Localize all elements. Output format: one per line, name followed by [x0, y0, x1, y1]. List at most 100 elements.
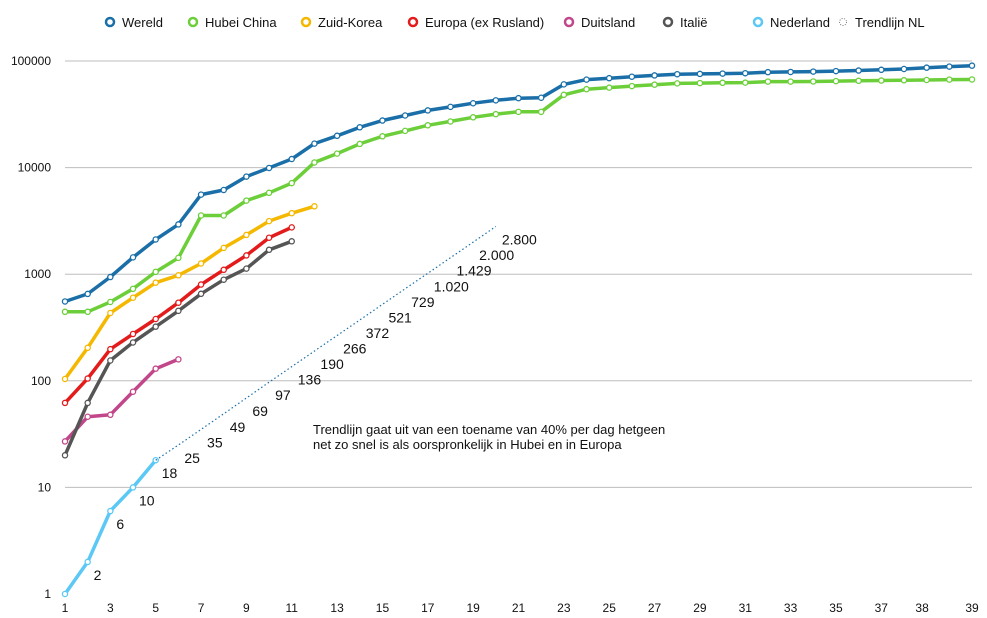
data-point — [447, 118, 454, 125]
data-point — [243, 173, 250, 180]
data-point — [152, 315, 159, 323]
data-point — [197, 191, 205, 198]
data-point — [401, 112, 409, 119]
legend-label: Hubei China — [205, 15, 277, 30]
data-label: 25 — [184, 450, 200, 466]
x-tick-label: 39 — [965, 601, 979, 615]
data-point — [764, 78, 772, 85]
data-point — [152, 323, 159, 330]
legend-marker — [104, 16, 116, 28]
data-label: 190 — [320, 356, 344, 372]
data-point — [900, 65, 908, 73]
data-label: 372 — [366, 325, 390, 341]
data-label: 1.429 — [456, 263, 491, 279]
data-point — [673, 70, 681, 78]
data-point — [84, 290, 91, 298]
data-point — [61, 590, 69, 598]
data-point — [61, 452, 69, 459]
data-point — [288, 238, 295, 245]
y-tick-label: 1 — [44, 587, 51, 601]
data-point — [696, 70, 704, 78]
legend-label: Duitsland — [581, 15, 635, 30]
trend-annotation: Trendlijn gaat uit van een toename van 4… — [313, 422, 665, 452]
data-point — [197, 290, 205, 298]
data-point — [878, 66, 885, 74]
data-point — [764, 68, 772, 76]
data-point — [787, 68, 794, 76]
data-point — [424, 107, 432, 114]
data-label: 49 — [230, 419, 246, 435]
data-point — [968, 62, 976, 69]
series-line-nederland — [63, 459, 158, 596]
data-point — [107, 507, 114, 515]
y-axis-ticks: 1 10 100 1000 10000 100000 — [11, 54, 51, 601]
x-tick-label: 17 — [421, 601, 435, 615]
data-label: 729 — [411, 294, 435, 310]
data-label: 136 — [298, 372, 322, 388]
series-line-duitsland — [63, 357, 180, 443]
data-point — [651, 72, 658, 79]
data-point — [946, 76, 953, 83]
legend-label: Nederland — [770, 15, 830, 30]
data-labels: 2 6 10 18 25 35 49 69 97 1361902663725217291.0201… — [94, 232, 537, 583]
data-point — [61, 298, 69, 305]
data-point — [61, 308, 69, 316]
data-point — [878, 77, 885, 84]
data-point — [84, 558, 91, 566]
x-tick-label: 25 — [603, 601, 617, 615]
data-point — [855, 67, 862, 74]
data-point — [243, 231, 250, 239]
annotation-line-1: Trendlijn gaat uit van een toename van 4… — [313, 422, 665, 437]
data-point — [152, 268, 159, 276]
data-point — [107, 411, 114, 419]
data-point — [333, 132, 341, 140]
x-tick-label: 37 — [875, 601, 889, 615]
data-point — [469, 114, 477, 121]
data-point — [923, 64, 930, 71]
data-label: 35 — [207, 434, 223, 450]
legend-marker — [839, 18, 847, 26]
x-tick-label: 5 — [152, 601, 159, 615]
data-point — [628, 82, 636, 90]
data-point — [288, 155, 295, 163]
x-tick-label: 38 — [915, 601, 929, 615]
data-point — [923, 76, 930, 84]
data-point — [288, 224, 295, 231]
x-tick-label: 21 — [512, 601, 526, 615]
y-tick-label: 100000 — [11, 54, 51, 68]
data-point — [107, 345, 114, 353]
x-tick-label: 23 — [557, 601, 571, 615]
data-point — [628, 73, 636, 80]
x-tick-label: 29 — [693, 601, 707, 615]
data-point — [401, 127, 409, 135]
data-point — [537, 94, 545, 101]
y-tick-label: 10 — [38, 480, 52, 494]
data-point — [311, 140, 318, 147]
legend-marker — [407, 16, 419, 28]
data-point — [492, 97, 500, 104]
data-point — [832, 67, 840, 75]
legend-marker — [187, 16, 199, 28]
data-point — [197, 260, 205, 267]
legend-label: Trendlijn NL — [855, 15, 925, 30]
data-label: 6 — [116, 516, 124, 532]
x-tick-label: 1 — [62, 601, 69, 615]
data-label: 2 — [94, 567, 102, 583]
data-point — [356, 124, 364, 131]
data-point — [220, 276, 227, 283]
y-tick-label: 1000 — [24, 267, 51, 281]
data-point — [469, 99, 477, 107]
data-point — [560, 81, 568, 88]
data-point — [175, 254, 182, 262]
data-point — [243, 265, 250, 272]
data-point — [265, 234, 273, 241]
series-line-trendlijn-nl — [155, 226, 497, 461]
data-point — [719, 70, 726, 77]
data-point — [515, 108, 522, 116]
data-point — [129, 285, 137, 293]
data-point — [152, 365, 159, 372]
x-tick-label: 33 — [784, 601, 798, 615]
data-point — [84, 344, 91, 352]
series-lines — [61, 62, 976, 598]
